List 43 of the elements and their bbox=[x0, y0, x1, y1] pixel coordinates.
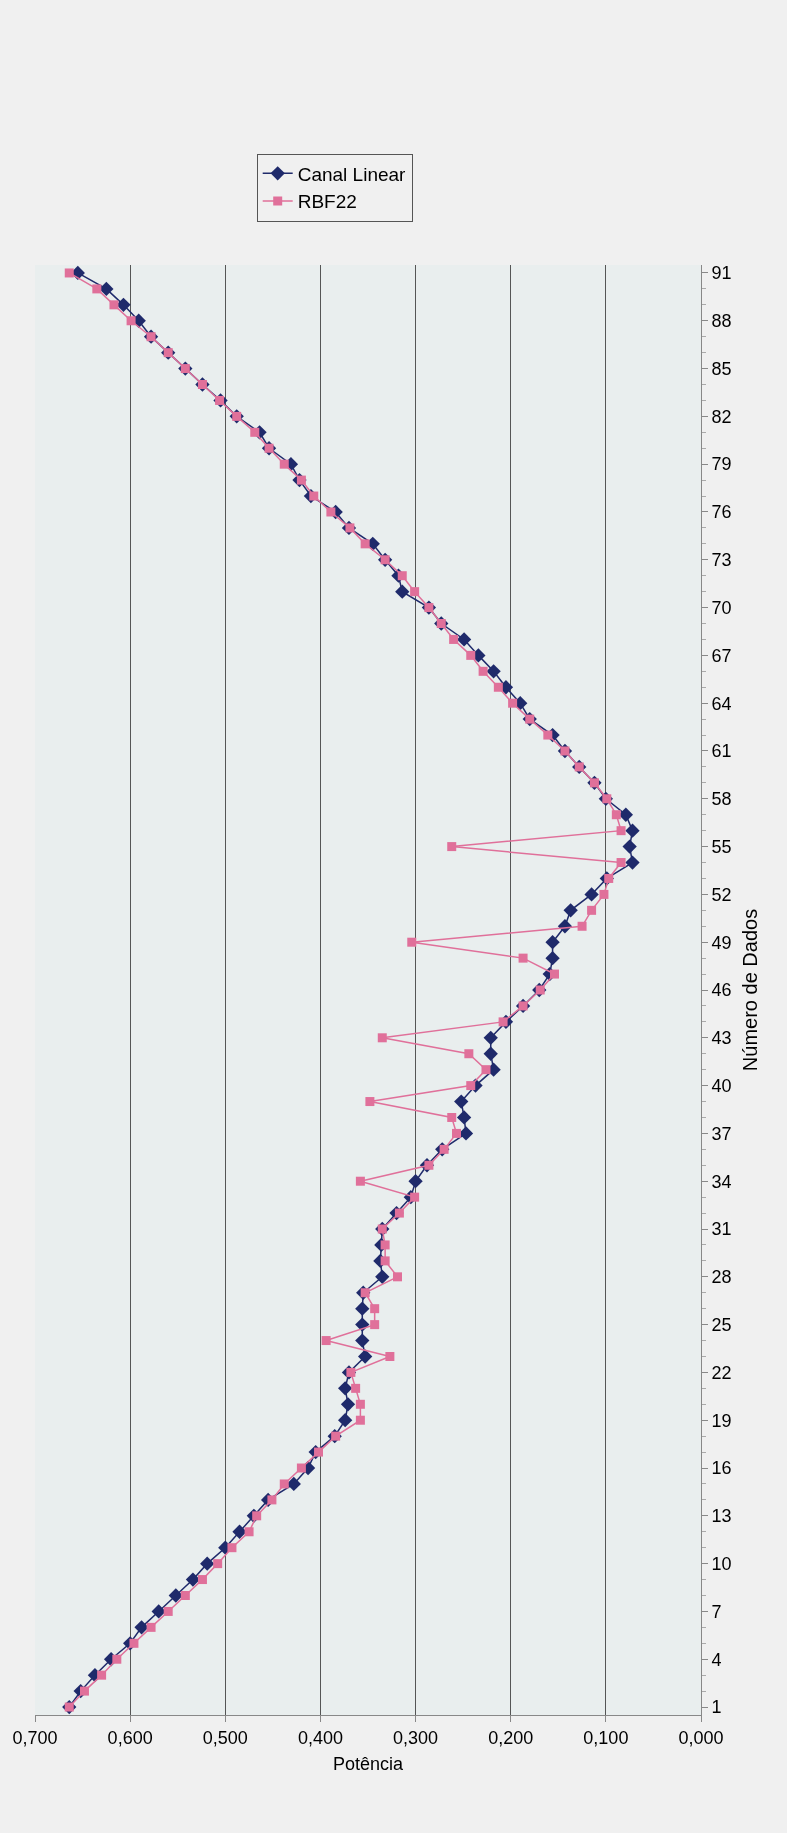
y-tick-label: 52 bbox=[711, 884, 732, 905]
x-tick-label: 0,300 bbox=[393, 1727, 439, 1748]
y-tick-label: 64 bbox=[711, 693, 732, 714]
y-tick-label: 88 bbox=[711, 311, 732, 332]
y-tick-label: 67 bbox=[711, 645, 732, 666]
x-tick-label: 0,500 bbox=[202, 1727, 248, 1748]
y-axis-title: Número de Dados bbox=[739, 908, 762, 1072]
y-tick-label: 55 bbox=[711, 836, 732, 857]
y-tick-label: 40 bbox=[711, 1075, 732, 1096]
x-tick-label: 0,000 bbox=[678, 1727, 724, 1748]
y-tick-label: 4 bbox=[711, 1649, 722, 1670]
y-tick-label: 7 bbox=[711, 1601, 722, 1622]
y-tick-label: 31 bbox=[711, 1219, 732, 1240]
y-tick-label: 91 bbox=[711, 263, 732, 284]
y-tick-label: 49 bbox=[711, 932, 732, 953]
y-tick-label: 13 bbox=[711, 1506, 732, 1527]
legend-label: RBF22 bbox=[297, 191, 357, 213]
y-tick-label: 58 bbox=[711, 789, 732, 810]
y-tick-label: 25 bbox=[711, 1314, 732, 1335]
y-tick-label: 76 bbox=[711, 502, 732, 523]
x-tick-label: 0,200 bbox=[488, 1727, 534, 1748]
y-tick-label: 37 bbox=[711, 1123, 732, 1144]
y-tick-label: 73 bbox=[711, 550, 732, 571]
x-tick-label: 0,100 bbox=[583, 1727, 629, 1748]
y-tick-label: 10 bbox=[711, 1553, 732, 1574]
y-tick-label: 22 bbox=[711, 1362, 732, 1383]
y-tick-label: 19 bbox=[711, 1410, 732, 1431]
x-tick-label: 0,700 bbox=[12, 1727, 58, 1748]
y-tick-label: 70 bbox=[711, 597, 732, 618]
y-tick-label: 43 bbox=[711, 1028, 732, 1049]
y-tick-label: 16 bbox=[711, 1458, 732, 1479]
y-tick-label: 28 bbox=[711, 1267, 732, 1288]
legend-label: Canal Linear bbox=[297, 163, 407, 185]
y-tick-label: 34 bbox=[711, 1171, 732, 1192]
y-tick-label: 61 bbox=[711, 741, 732, 762]
y-tick-label: 85 bbox=[711, 358, 732, 379]
y-tick-label: 1 bbox=[711, 1697, 722, 1718]
x-tick-label: 0,400 bbox=[297, 1727, 343, 1748]
y-tick-label: 82 bbox=[711, 406, 732, 427]
x-tick-label: 0,600 bbox=[107, 1727, 153, 1748]
y-tick-label: 79 bbox=[711, 454, 732, 475]
y-tick-label: 46 bbox=[711, 980, 732, 1001]
x-axis-title: Potência bbox=[332, 1753, 405, 1774]
